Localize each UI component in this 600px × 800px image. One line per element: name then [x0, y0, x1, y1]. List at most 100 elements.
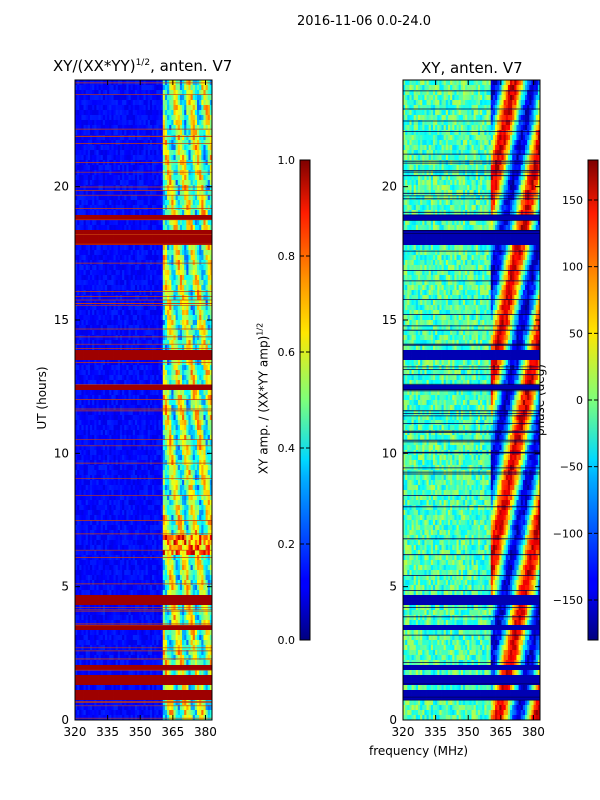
heatmap-cell: [177, 230, 181, 236]
heatmap-cell: [197, 365, 200, 371]
heatmap-cell: [113, 150, 117, 156]
heatmap-cell: [186, 105, 189, 111]
heatmap-cell: [179, 440, 183, 446]
heatmap-cell: [175, 465, 179, 471]
heatmap-cell: [143, 340, 147, 346]
heatmap-cell: [177, 120, 181, 126]
heatmap-cell: [130, 130, 134, 136]
heatmap-cell: [96, 385, 99, 391]
heatmap-cell: [182, 205, 185, 211]
heatmap-cell: [154, 395, 157, 401]
heatmap-cell: [190, 115, 194, 121]
heatmap-cell: [158, 350, 162, 356]
heatmap-cell: [162, 200, 166, 206]
heatmap-cell: [100, 305, 104, 311]
heatmap-cell: [156, 145, 159, 151]
heatmap-cell: [119, 240, 123, 246]
heatmap-cell: [117, 315, 121, 321]
heatmap-cell: [171, 420, 174, 426]
heatmap-cell: [139, 145, 142, 151]
heatmap-cell: [75, 200, 78, 206]
heatmap-cell: [162, 380, 166, 386]
heatmap-cell: [100, 260, 104, 266]
heatmap-cell: [115, 370, 119, 376]
heatmap-cell: [96, 275, 99, 281]
heatmap-cell: [117, 440, 121, 446]
heatmap-cell: [85, 200, 89, 206]
heatmap-cell: [160, 85, 164, 91]
heatmap-cell: [92, 210, 95, 216]
heatmap-cell: [205, 265, 209, 271]
heatmap-cell: [87, 430, 91, 436]
heatmap-cell: [154, 435, 157, 441]
heatmap-cell: [164, 85, 168, 91]
heatmap-cell: [77, 365, 80, 371]
heatmap-cell: [160, 465, 164, 471]
heatmap-cell: [158, 165, 162, 171]
heatmap-cell: [117, 245, 121, 251]
heatmap-cell: [77, 390, 80, 396]
heatmap-cell: [173, 340, 177, 346]
heatmap-cell: [182, 245, 185, 251]
heatmap-cell: [182, 400, 185, 406]
heatmap-cell: [186, 270, 189, 276]
heatmap-cell: [81, 185, 84, 191]
heatmap-cell: [164, 195, 168, 201]
heatmap-cell: [137, 370, 140, 376]
heatmap-cell: [139, 295, 142, 301]
heatmap-cell: [102, 120, 106, 126]
heatmap-cell: [139, 220, 142, 226]
heatmap-cell: [160, 275, 164, 281]
heatmap-cell: [167, 300, 170, 306]
heatmap-cell: [154, 150, 157, 156]
heatmap-cell: [81, 455, 84, 461]
heatmap-cell: [85, 410, 89, 416]
heatmap-cell: [169, 90, 172, 96]
heatmap-cell: [141, 465, 144, 471]
heatmap-cell: [205, 230, 209, 236]
heatmap-cell: [201, 410, 204, 416]
heatmap-cell: [162, 265, 166, 271]
heatmap-cell: [89, 215, 93, 221]
heatmap-cell: [94, 310, 97, 316]
heatmap-cell: [107, 235, 110, 241]
heatmap-cell: [87, 150, 91, 156]
heatmap-cell: [152, 250, 155, 256]
heatmap-cell: [87, 370, 91, 376]
heatmap-cell: [188, 235, 191, 241]
heatmap-cell: [100, 390, 104, 396]
heatmap-cell: [92, 235, 95, 241]
heatmap-cell: [81, 285, 84, 291]
heatmap-cell: [209, 375, 212, 381]
heatmap-cell: [145, 225, 149, 231]
heatmap-cell: [113, 200, 117, 206]
heatmap-cell: [182, 315, 185, 321]
heatmap-cell: [92, 135, 95, 141]
heatmap-cell: [154, 235, 157, 241]
heatmap-cell: [134, 145, 138, 151]
heatmap-cell: [143, 275, 147, 281]
heatmap-cell: [209, 400, 212, 406]
heatmap-cell: [160, 245, 164, 251]
heatmap-cell: [158, 440, 162, 446]
heatmap-cell: [89, 280, 93, 286]
heatmap-cell: [115, 225, 119, 231]
heatmap-cell: [75, 410, 78, 416]
heatmap-cell: [184, 365, 187, 371]
heatmap-cell: [104, 150, 108, 156]
heatmap-cell: [149, 175, 153, 181]
heatmap-cell: [134, 300, 138, 306]
heatmap-cell: [102, 335, 106, 341]
heatmap-cell: [164, 180, 168, 186]
heatmap-cell: [124, 165, 127, 171]
heatmap-cell: [100, 330, 104, 336]
heatmap-cell: [167, 185, 170, 191]
heatmap-cell: [194, 300, 198, 306]
heatmap-cell: [169, 155, 172, 161]
heatmap-cell: [139, 185, 142, 191]
heatmap-cell: [160, 95, 164, 101]
heatmap-cell: [167, 270, 170, 276]
heatmap-cell: [117, 90, 121, 96]
heatmap-cell: [92, 110, 95, 116]
heatmap-cell: [113, 210, 117, 216]
